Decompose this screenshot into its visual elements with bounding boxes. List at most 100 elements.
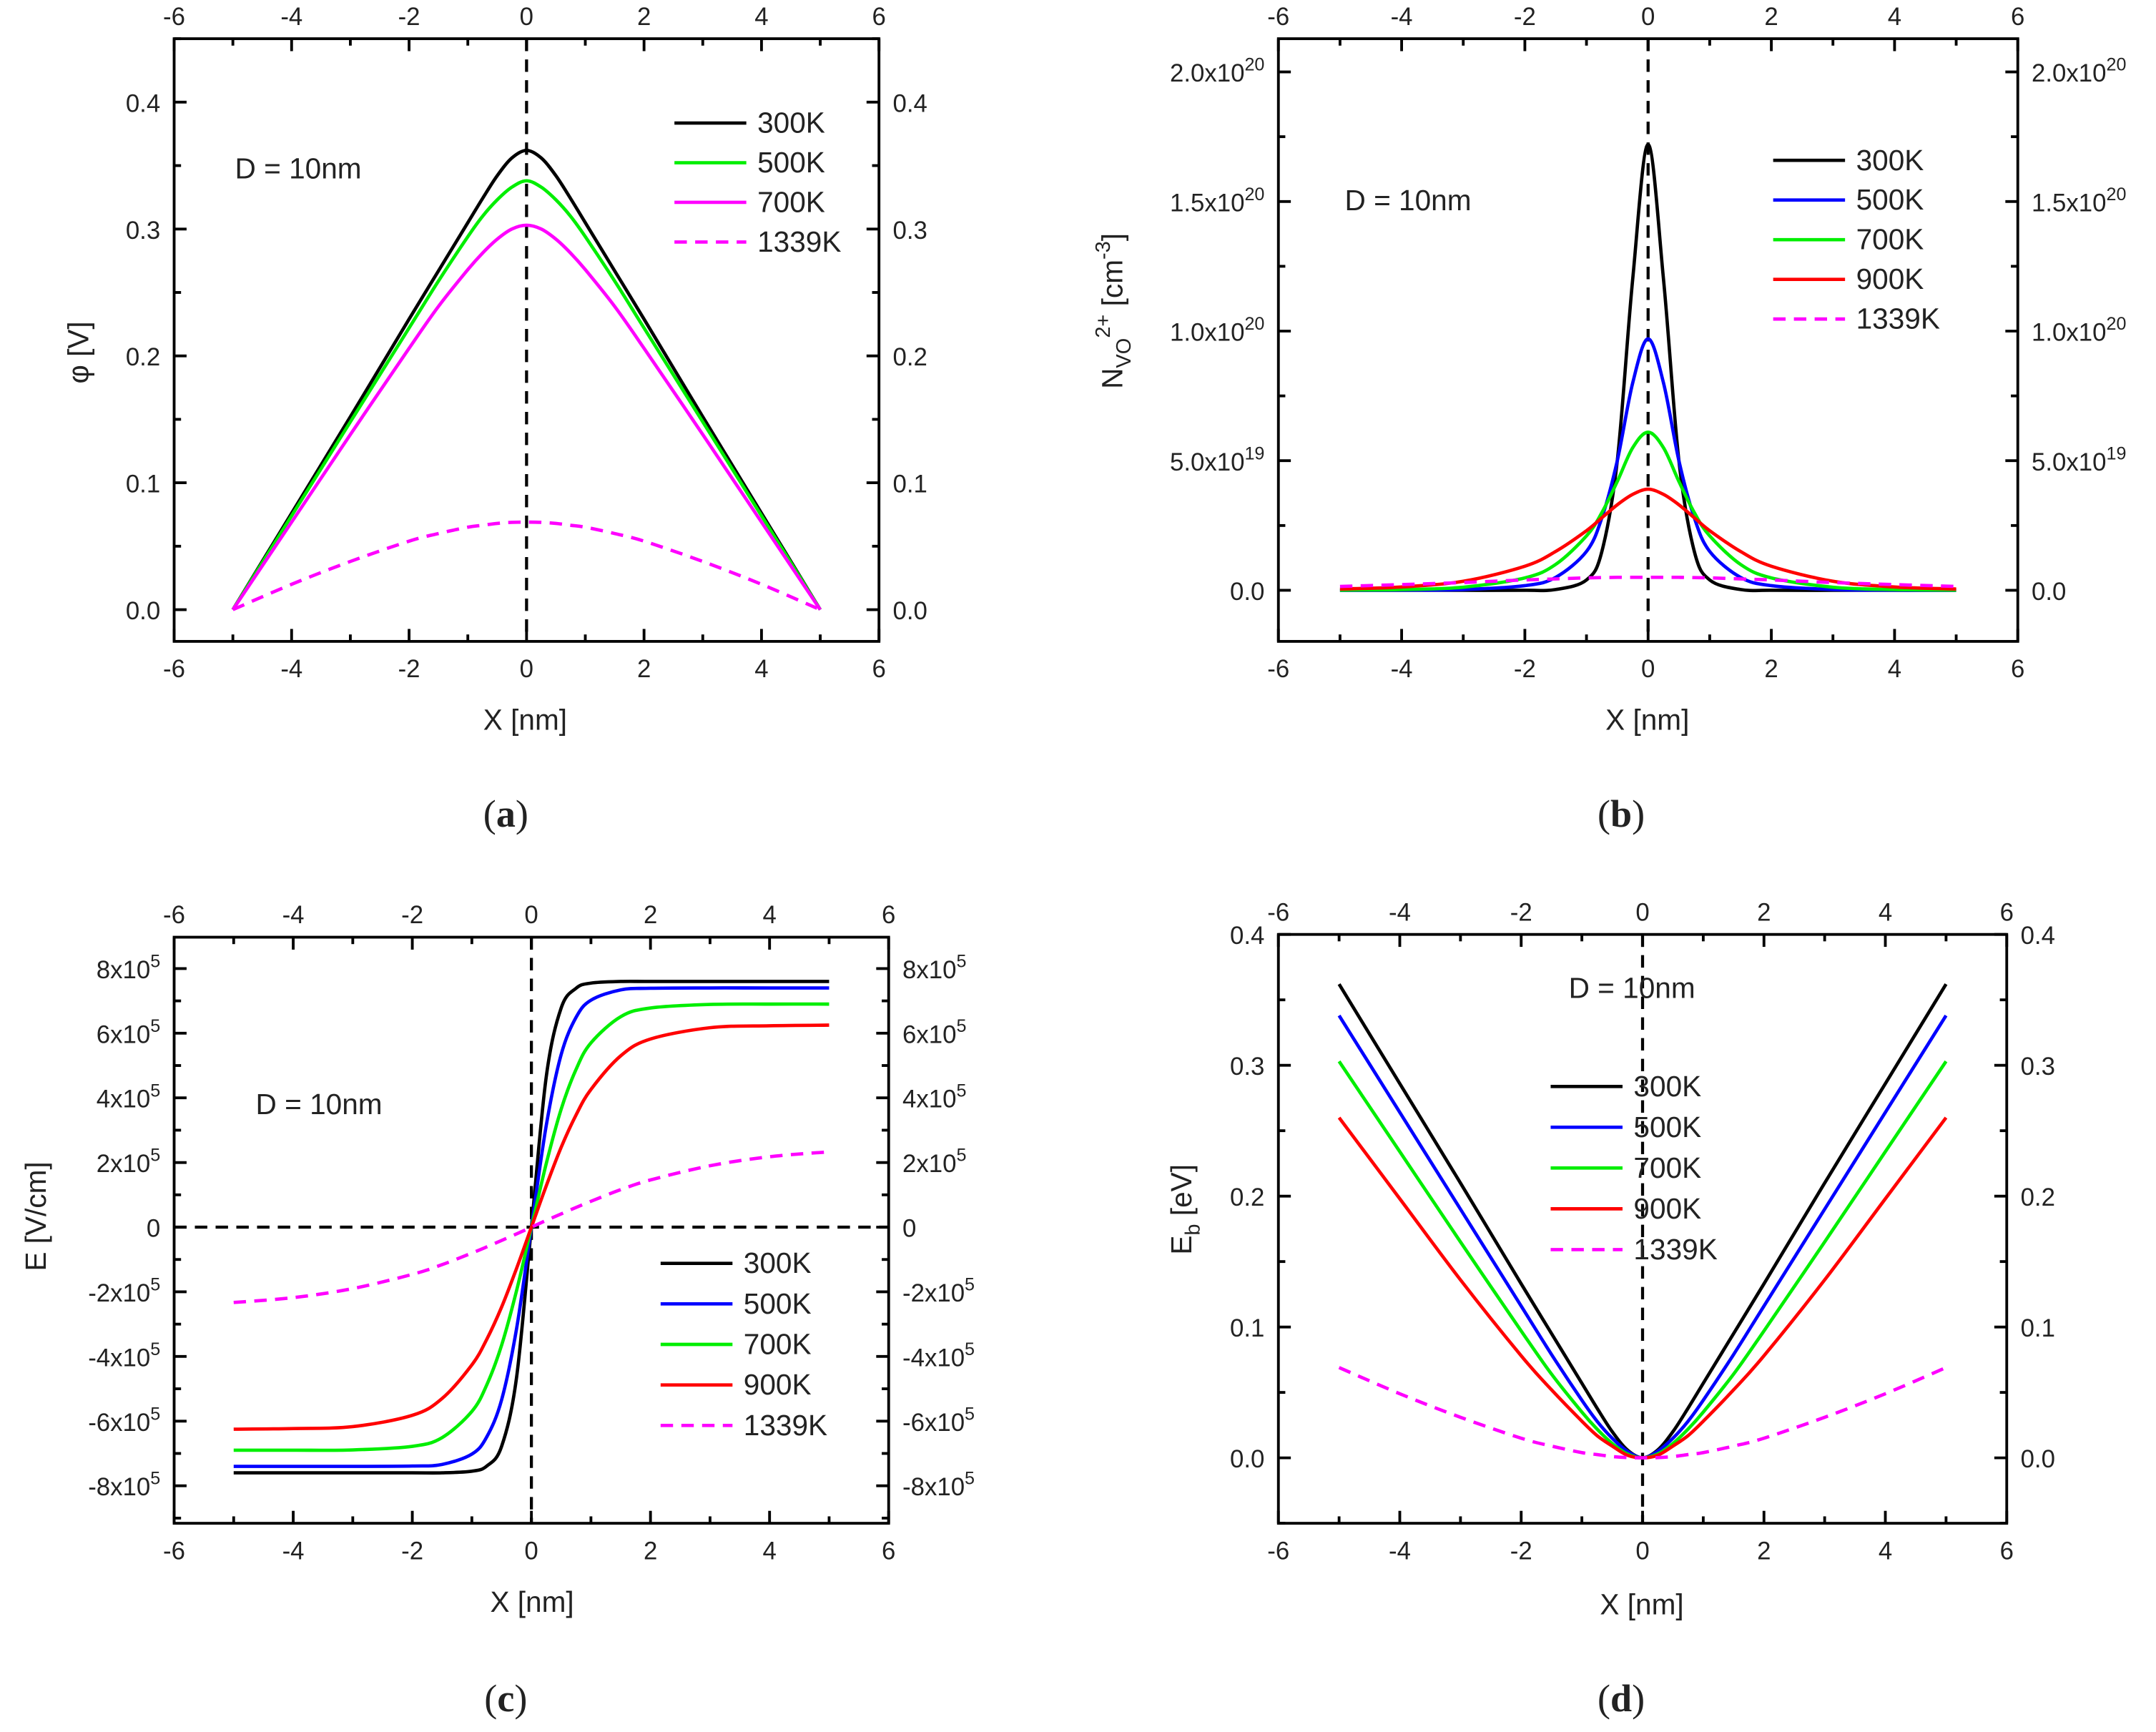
series-line-500K bbox=[231, 179, 822, 611]
x-tick-label-bottom: -4 bbox=[280, 656, 302, 683]
series-line-300K bbox=[1339, 142, 1956, 593]
x-tick-label-top: -6 bbox=[1267, 4, 1289, 31]
y-tick-label-left: -2x105 bbox=[88, 1275, 160, 1307]
y-tick-label-right: 0.4 bbox=[893, 90, 927, 117]
legend-label-700K: 700K bbox=[744, 1328, 812, 1361]
y-tick-label-left: -6x105 bbox=[88, 1404, 160, 1436]
x-tick-label-top: 6 bbox=[2011, 4, 2024, 31]
x-tick-label-top: 4 bbox=[1888, 4, 1901, 31]
annotation-text: D = 10nm bbox=[1569, 972, 1695, 1005]
y-tick-label-right: 0.0 bbox=[2032, 579, 2066, 606]
x-tick-label-top: 6 bbox=[2000, 899, 2014, 926]
y-tick-label-right: 1.5x1020 bbox=[2032, 184, 2126, 217]
y-tick-label-left: 0.2 bbox=[126, 344, 160, 371]
legend-label-1339K: 1339K bbox=[1633, 1233, 1717, 1266]
x-tick-label-top: 0 bbox=[524, 902, 538, 929]
series-line-1339K bbox=[1338, 1366, 1947, 1460]
x-tick-label-top: -2 bbox=[401, 902, 423, 929]
plot-frame bbox=[172, 935, 890, 1525]
x-tick-label-bottom: -2 bbox=[398, 656, 420, 683]
x-tick-label-top: 2 bbox=[637, 4, 651, 31]
plot-frame bbox=[172, 37, 881, 643]
x-tick-label-bottom: 2 bbox=[637, 656, 651, 683]
y-tick-label-left: 1.0x1020 bbox=[1170, 314, 1264, 346]
y-tick-label-right: 6x105 bbox=[902, 1016, 966, 1048]
x-tick-label-bottom: -4 bbox=[1391, 656, 1413, 683]
x-tick-label-bottom: -6 bbox=[1267, 656, 1289, 683]
legend-label-1339K: 1339K bbox=[744, 1409, 827, 1442]
x-tick-label-bottom: 2 bbox=[644, 1537, 657, 1565]
y-axis-label-part: φ [V] bbox=[62, 321, 95, 383]
y-tick-label-left: 8x105 bbox=[97, 951, 160, 983]
y-tick-label-right: -2x105 bbox=[902, 1275, 975, 1307]
x-tick-label-bottom: -2 bbox=[401, 1537, 423, 1565]
x-tick-label-top: -2 bbox=[1510, 899, 1532, 926]
x-tick-label-top: 0 bbox=[1641, 4, 1655, 31]
y-tick-label-right: 0 bbox=[902, 1216, 916, 1243]
y-tick-label-left: 0 bbox=[147, 1216, 160, 1243]
y-axis-label-part: VO bbox=[1113, 338, 1136, 368]
y-axis-label-part: 2+ bbox=[1092, 315, 1115, 338]
y-tick-label-right: -8x105 bbox=[902, 1469, 975, 1501]
y-tick-label-right: 1.0x1020 bbox=[2032, 314, 2126, 346]
legend-label-300K: 300K bbox=[757, 107, 825, 139]
x-tick-label-bottom: 6 bbox=[882, 1537, 895, 1565]
x-tick-label-top: 6 bbox=[882, 902, 895, 929]
x-tick-label-top: -6 bbox=[163, 4, 185, 31]
y-axis-label-part: N bbox=[1096, 368, 1128, 389]
y-tick-label-left: 0.1 bbox=[126, 471, 160, 498]
x-tick-label-bottom: 6 bbox=[872, 656, 886, 683]
series-line-700K bbox=[231, 223, 822, 611]
legend-label-300K: 300K bbox=[1633, 1070, 1701, 1103]
y-axis-label-part: [eV] bbox=[1165, 1164, 1198, 1224]
x-tick-label-bottom: 0 bbox=[1635, 1537, 1649, 1565]
x-tick-label-bottom: 4 bbox=[1888, 656, 1901, 683]
series-line-900K bbox=[1339, 487, 1956, 591]
y-axis-label-part: -3 bbox=[1092, 241, 1115, 260]
panel-letter: (d) bbox=[1598, 1677, 1645, 1720]
y-tick-label-left: 2x105 bbox=[97, 1146, 160, 1178]
panel-c: -6 -6 -4 -4 -2 -2 0 0 2 2 4 4 6 6 -8x105 -8x105 -6x105 -6… bbox=[19, 902, 975, 1720]
y-axis-label: E [V/cm] bbox=[19, 1161, 52, 1271]
x-tick-label-bottom: -6 bbox=[163, 656, 185, 683]
y-tick-label-left: 4x105 bbox=[97, 1081, 160, 1113]
y-axis-label: Eb [eV] bbox=[1165, 1164, 1205, 1255]
x-tick-label-top: -4 bbox=[280, 4, 302, 31]
legend-label-700K: 700K bbox=[1633, 1151, 1701, 1184]
x-tick-label-bottom: -6 bbox=[1267, 1537, 1289, 1565]
y-tick-label-right: 0.0 bbox=[893, 598, 927, 625]
x-tick-label-top: 2 bbox=[1764, 4, 1778, 31]
x-tick-label-bottom: 2 bbox=[1757, 1537, 1771, 1565]
x-tick-label-top: 4 bbox=[1879, 899, 1892, 926]
x-tick-label-bottom: 0 bbox=[524, 1537, 538, 1565]
x-tick-label-top: -2 bbox=[398, 4, 420, 31]
y-tick-label-right: 0.3 bbox=[2021, 1053, 2055, 1081]
y-tick-label-right: 0.3 bbox=[893, 217, 927, 245]
y-axis-label-part: b bbox=[1182, 1224, 1205, 1235]
annotation-text: D = 10nm bbox=[256, 1088, 383, 1121]
y-tick-label-left: 0.4 bbox=[126, 90, 160, 117]
panel-letter: (b) bbox=[1598, 792, 1645, 835]
y-tick-label-left: 5.0x1019 bbox=[1170, 443, 1264, 476]
x-tick-label-bottom: 4 bbox=[1879, 1537, 1892, 1565]
x-axis-label: X [nm] bbox=[490, 1585, 574, 1618]
y-tick-label-left: 0.0 bbox=[1230, 579, 1264, 606]
y-tick-label-left: 0.4 bbox=[1230, 922, 1264, 950]
panel-a: -6 -6 -4 -4 -2 -2 0 0 2 2 4 4 6 6 0.0 0.0 0.1 0.1 0.2 0.2 0.… bbox=[62, 4, 927, 835]
legend-label-700K: 700K bbox=[1856, 223, 1924, 256]
y-tick-label-left: 1.5x1020 bbox=[1170, 184, 1264, 217]
x-tick-label-top: 6 bbox=[872, 4, 886, 31]
x-tick-label-bottom: 6 bbox=[2011, 656, 2024, 683]
y-axis-label-part: ] bbox=[1096, 233, 1128, 241]
y-tick-label-right: 0.1 bbox=[2021, 1315, 2055, 1342]
y-axis-label-part: E [V/cm] bbox=[19, 1161, 52, 1271]
x-tick-label-bottom: -2 bbox=[1514, 656, 1536, 683]
x-axis-label: X [nm] bbox=[1600, 1588, 1683, 1621]
x-tick-label-top: -6 bbox=[1267, 899, 1289, 926]
x-tick-label-bottom: 4 bbox=[754, 656, 768, 683]
y-axis-label-part: [cm bbox=[1096, 260, 1128, 315]
x-tick-label-top: 4 bbox=[754, 4, 768, 31]
y-tick-label-left: 0.0 bbox=[1230, 1446, 1264, 1473]
x-axis-label: X [nm] bbox=[483, 704, 567, 737]
